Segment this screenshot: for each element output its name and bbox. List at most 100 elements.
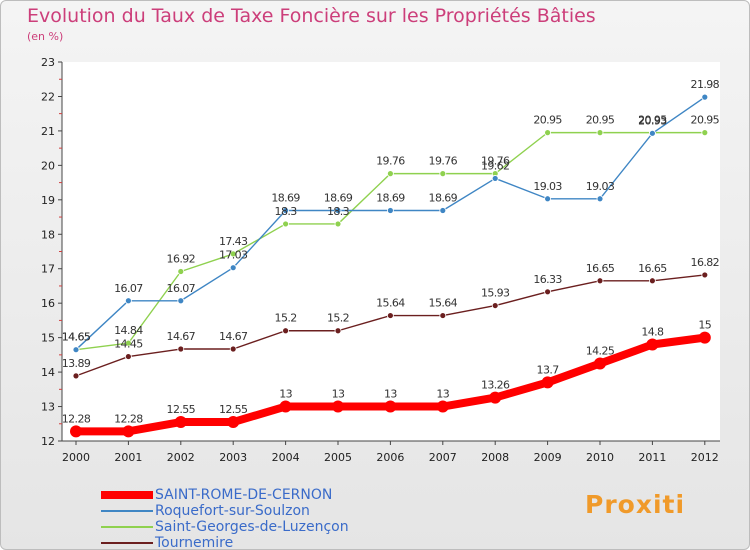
data-point (491, 175, 499, 182)
data-point (596, 277, 604, 285)
y-tick-label: 21 (41, 125, 55, 138)
data-label: 12.55 (167, 403, 196, 416)
data-label: 15.2 (275, 312, 297, 325)
data-label: 19.76 (429, 155, 458, 168)
x-tick-label: 2001 (114, 451, 142, 464)
x-tick-label: 2007 (429, 451, 457, 464)
data-label: 13 (332, 388, 345, 401)
data-point (229, 345, 237, 353)
data-label: 20.95 (586, 114, 615, 127)
data-label: 18.69 (429, 191, 458, 204)
data-point (334, 327, 342, 335)
legend-entry: Roquefort-sur-Soulzon (101, 503, 349, 519)
data-point (72, 346, 80, 354)
data-label: 18.69 (376, 191, 405, 204)
data-label: 15.2 (327, 312, 349, 325)
data-point (125, 339, 132, 347)
data-point (541, 376, 554, 389)
data-point (594, 357, 606, 370)
x-tick-label: 2000 (62, 451, 90, 464)
data-label: 13.7 (537, 363, 560, 376)
legend-swatch (101, 542, 153, 544)
data-point (701, 271, 709, 279)
data-label: 13 (384, 388, 397, 401)
y-tick-label: 19 (41, 194, 55, 207)
data-point (649, 129, 656, 137)
data-label: 20.95 (533, 114, 562, 127)
data-label: 20.95 (638, 114, 667, 127)
data-label: 13 (279, 388, 292, 401)
data-label: 16.65 (638, 262, 667, 275)
data-label: 12.28 (114, 412, 143, 425)
data-point (386, 312, 394, 319)
data-point (177, 297, 185, 305)
data-point (334, 207, 342, 214)
data-label: 14.25 (586, 344, 615, 357)
legend-swatch (101, 491, 153, 499)
data-point (70, 425, 82, 438)
chart-title: Evolution du Taux de Taxe Foncière sur l… (27, 5, 596, 27)
y-tick-label: 20 (41, 159, 55, 172)
data-label: 13 (436, 388, 449, 401)
x-tick-label: 2011 (638, 451, 666, 464)
x-tick-label: 2008 (481, 451, 509, 464)
data-point (596, 129, 604, 137)
x-tick-label: 2003 (219, 451, 247, 464)
data-label: 14.67 (219, 330, 248, 343)
data-label: 18.3 (327, 205, 350, 218)
data-point (332, 400, 344, 413)
data-label: 19.03 (586, 180, 615, 193)
data-label: 15.64 (429, 297, 458, 310)
data-label: 19.62 (481, 159, 510, 172)
data-label: 16.82 (691, 256, 720, 269)
data-label: 20.95 (691, 114, 720, 127)
x-tick-label: 2005 (324, 451, 352, 464)
data-label: 12.28 (62, 412, 91, 425)
data-label: 15 (698, 319, 711, 332)
data-label: 16.07 (114, 282, 143, 295)
legend-swatch (101, 510, 153, 512)
y-tick-label: 13 (41, 401, 55, 414)
data-point (439, 170, 447, 178)
proxiti-logo: Proxiti (585, 490, 686, 519)
data-point (384, 400, 397, 413)
data-label: 16.07 (167, 282, 196, 295)
legend-label: Roquefort-sur-Soulzon (155, 503, 310, 519)
data-point (439, 207, 447, 214)
data-label: 14.65 (62, 331, 91, 344)
data-point (698, 331, 711, 344)
data-point (649, 277, 656, 285)
data-label: 12.55 (219, 403, 248, 416)
y-tick-label: 16 (41, 297, 55, 310)
data-point (122, 425, 135, 438)
data-label: 18.69 (324, 191, 353, 204)
data-label: 20.93 (638, 114, 667, 127)
data-point (177, 345, 185, 353)
x-tick-label: 2006 (376, 451, 404, 464)
data-label: 16.65 (586, 262, 615, 275)
data-label: 18.69 (271, 191, 300, 204)
y-tick-label: 17 (41, 263, 55, 276)
data-point (491, 302, 499, 309)
data-point (72, 372, 80, 380)
data-point (439, 312, 447, 319)
x-tick-label: 2012 (691, 451, 719, 464)
chart-legend: SAINT-ROME-DE-CERNON Roquefort-sur-Soulzo… (101, 487, 349, 549)
legend-label: Saint-Georges-de-Luzençon (155, 519, 349, 535)
data-label: 14.65 (62, 331, 91, 344)
legend-entry: Tournemire (101, 535, 349, 549)
legend-entry: Saint-Georges-de-Luzençon (101, 519, 349, 535)
legend-swatch (101, 526, 153, 528)
data-point (125, 297, 132, 305)
data-point (701, 129, 709, 137)
y-tick-label: 12 (41, 435, 55, 448)
x-tick-label: 2002 (167, 451, 195, 464)
y-tick-label: 22 (41, 90, 55, 103)
data-label: 19.76 (376, 155, 405, 168)
data-label: 14.8 (641, 326, 664, 339)
data-label: 17.43 (219, 235, 248, 248)
data-point (544, 195, 551, 203)
data-label: 19.03 (533, 180, 562, 193)
data-point (282, 220, 290, 228)
